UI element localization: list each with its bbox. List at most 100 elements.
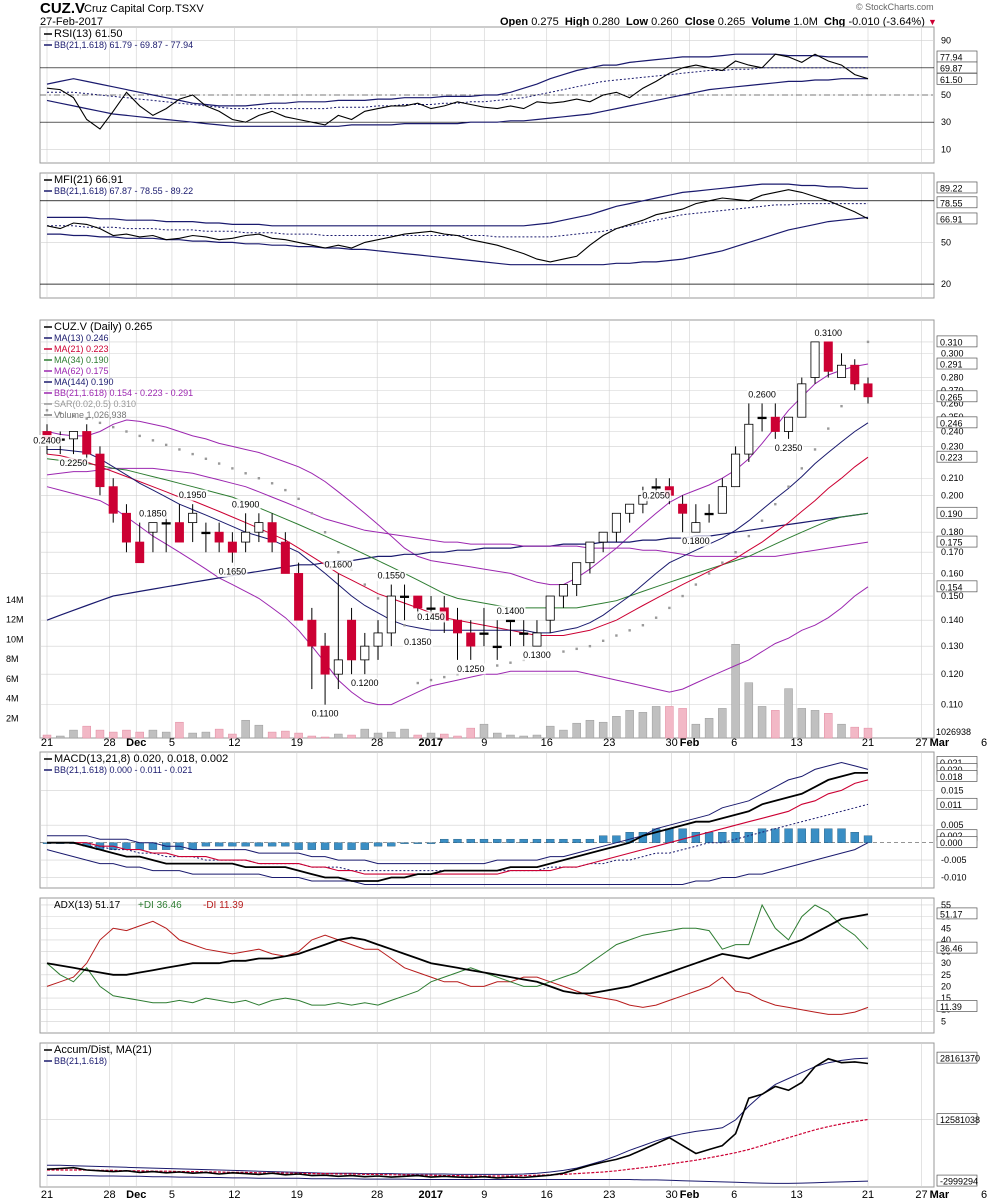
sar-dot (85, 417, 88, 420)
macd-histogram-bar (294, 842, 303, 850)
volume-bar (241, 719, 250, 739)
mfi-bb-mid (47, 203, 868, 238)
candle-body (744, 423, 754, 455)
price-annotation: 0.1100 (312, 709, 339, 719)
x-axis-label: 9 (481, 737, 487, 749)
x-axis-label: 21 (41, 1189, 53, 1201)
sar-dot (45, 409, 49, 412)
low-label: Low (626, 16, 649, 28)
price-annotation-bg (310, 708, 341, 720)
adx-line (46, 913, 869, 995)
rsi-tick-label: 90 (941, 36, 951, 46)
price-tick-label: 0.200 (941, 490, 964, 500)
x-axis-label: Feb (680, 1189, 700, 1201)
candle-body (545, 595, 555, 621)
volume-bar (95, 729, 105, 739)
candle-body (466, 632, 476, 647)
candle-body (598, 531, 608, 543)
price-tick-label: 0.140 (941, 615, 964, 625)
volume-tag: 1026938 (936, 727, 971, 737)
candle-body (135, 541, 145, 564)
open-label: Open (500, 16, 529, 28)
macd-histogram-bar (347, 842, 356, 850)
volume-tick-label: 4M (6, 694, 19, 704)
sar-dot (151, 439, 155, 442)
sar-dot (654, 616, 658, 619)
x-axis-label: 27 (915, 737, 927, 749)
volume-bar (718, 708, 727, 739)
rsi-bb-mid (47, 67, 868, 110)
mfi-value-tag (936, 181, 978, 194)
macd-histogram-bar (479, 838, 489, 843)
change-value: -0.010 (-3.64%) (848, 16, 925, 28)
volume-bar (638, 712, 648, 739)
accum_dist-panel-frame (39, 1042, 935, 1188)
adx-value-tag-text: 51.17 (940, 909, 963, 919)
x-axis-label: 5 (169, 1189, 175, 1201)
adx-tick-label: 55 (941, 900, 951, 910)
adx-value-tag (936, 941, 978, 954)
macd-histogram-bar (598, 835, 608, 843)
candle-body (174, 522, 184, 543)
macd-value-tag-text: 0.021 (940, 758, 963, 768)
price-annotation-bg (230, 498, 261, 510)
price-value-tag-text: 0.291 (940, 360, 963, 370)
price-tick-label: 0.170 (941, 547, 964, 557)
candle-body (347, 619, 357, 661)
volume-bar (585, 719, 595, 739)
macd-histogram-bar (546, 838, 555, 843)
candle-body (320, 645, 330, 675)
candle-body (95, 453, 105, 488)
price-value-tag (936, 357, 978, 370)
x-axis-label: 5 (169, 737, 175, 749)
legend-entry: MACD(13,21,8) 0.020, 0.018, 0.002 (54, 753, 228, 765)
sar-dot (734, 551, 737, 554)
candle-body (837, 364, 847, 378)
legend-entry: BB(21,1.618) 0.154 - 0.223 - 0.291 (54, 388, 193, 398)
price-tick-label: 0.260 (941, 398, 964, 408)
ad-line (46, 1057, 869, 1179)
macd-histogram-bar (824, 828, 833, 843)
x-axis-label: 23 (603, 1189, 615, 1201)
macd-value-tag-text: 0.020 (940, 765, 963, 775)
sar-dot (376, 597, 380, 600)
volume-bar (82, 725, 91, 739)
price-annotation-bg (747, 388, 778, 400)
adx-tick-label: 30 (941, 958, 951, 968)
volume-bar (824, 713, 833, 739)
volume-bar (188, 732, 197, 739)
price-value-tag (936, 450, 978, 463)
candle-body (333, 659, 343, 675)
price-annotation: 0.1200 (351, 678, 379, 688)
sar-dot (112, 425, 115, 429)
price-value-tag (936, 580, 978, 593)
price-annotation: 0.3100 (815, 328, 843, 338)
macd-value-tag (936, 836, 978, 849)
legend-entry: BB(21,1.618) 67.87 - 78.55 - 89.22 (54, 186, 193, 196)
x-axis-label: Mar (930, 737, 950, 749)
candle-body (161, 522, 171, 525)
volume-bar (161, 731, 171, 739)
mfi-line (46, 189, 869, 263)
sar-dot (588, 644, 592, 648)
price-annotation-bg (641, 490, 672, 502)
price-tick-label: 0.210 (941, 473, 964, 483)
macd-histogram-bar (506, 838, 515, 843)
mfi-value-tag-text: 89.22 (940, 183, 963, 193)
x-axis-label: 19 (291, 1189, 303, 1201)
volume-bar (797, 708, 807, 739)
candle-body (400, 595, 410, 598)
macd-histogram-bar (850, 832, 859, 843)
macd-histogram-bar (532, 838, 542, 843)
volume-bar (837, 723, 846, 739)
ad-value-tag (936, 1051, 978, 1064)
adx-tick-label: 5 (941, 1016, 946, 1026)
price-tick-label: 0.180 (941, 527, 964, 537)
macd-histogram-bar (704, 832, 714, 843)
macd-value-tag-text: 0.018 (940, 772, 963, 782)
sar-dot (575, 647, 578, 651)
macd-bb-upper (47, 761, 869, 865)
candle-body (691, 522, 701, 533)
legend-entry: MFI(21) 66.91 (54, 174, 123, 186)
